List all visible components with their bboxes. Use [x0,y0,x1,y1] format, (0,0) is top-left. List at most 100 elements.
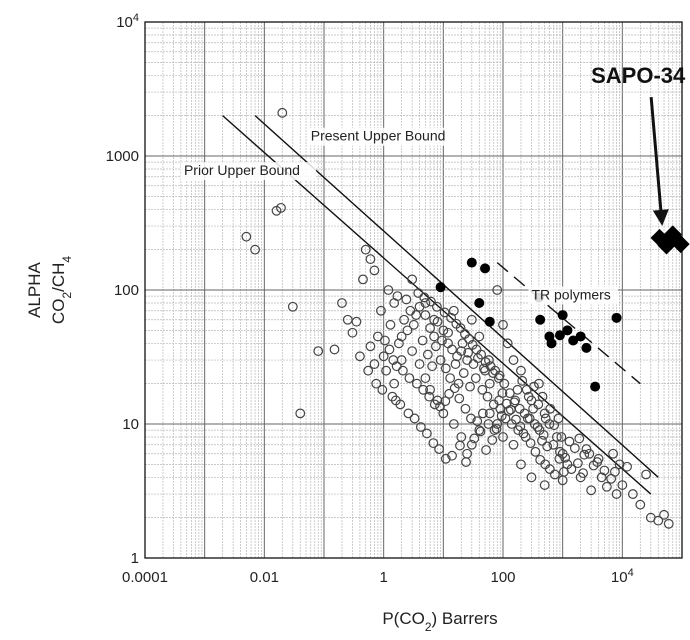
data-point [385,319,396,330]
data-point [474,297,485,308]
data-point [426,296,436,307]
data-point [425,384,435,395]
annotation-bg [307,127,459,146]
data-point [420,373,431,384]
data-point [641,469,651,480]
data-point [408,319,419,330]
data-point [468,359,479,369]
data-point [395,399,406,410]
data-point [418,384,429,395]
data-point [491,423,502,434]
data-point [659,509,669,520]
data-point [578,468,588,479]
data-point [429,399,440,410]
data-point [474,331,485,342]
data-point [450,359,461,369]
y-tick-label: 104 [116,12,139,31]
data-point [460,403,471,414]
data-point [369,359,380,369]
bound-line [496,262,641,385]
data-point [530,446,541,457]
data-point [477,384,488,395]
x-label-tail: ) Barrers [432,609,498,628]
x-tick-base: 10 [611,569,628,586]
data-point [555,446,565,457]
data-point [590,381,601,392]
data-point [564,436,575,447]
data-point [438,325,449,336]
x-label-main: P(CO [382,609,425,628]
x-tick-label: 0.0001 [122,569,168,586]
data-point [516,459,526,470]
data-point [463,347,473,358]
data-point [524,413,535,424]
data-point [363,365,374,376]
data-point [544,464,555,475]
data-point [388,355,399,365]
data-point [365,341,376,352]
data-point [505,404,516,415]
data-point [381,365,392,376]
data-point [461,457,471,467]
data-point [533,399,544,410]
y-tick-label: 100 [114,282,139,299]
bound-line [254,115,659,478]
data-point [431,301,442,312]
data-point [425,323,435,333]
data-point [452,351,462,362]
data-point [627,489,638,499]
data-point [415,422,426,432]
data-point [592,457,603,467]
data-point [443,327,453,338]
data-point [538,429,549,440]
data-point [440,453,451,464]
data-point [401,294,412,305]
data-point [447,344,457,355]
y-label-sub-4: 4 [60,256,74,263]
data-point [250,244,260,255]
data-point [516,365,526,376]
data-point [534,378,544,389]
y-label-ch: /CH [49,263,68,292]
data-point [560,452,571,463]
data-point [435,401,445,412]
data-point [611,489,622,499]
data-point [435,355,446,365]
data-point [414,359,425,369]
data-point [663,518,674,529]
data-point [465,381,475,392]
y-axis-label-line1: ALPHA [25,261,44,317]
data-point [622,461,632,472]
y-tick-base: 10 [116,14,133,31]
data-point [487,435,498,445]
data-point [277,107,288,118]
data-point [512,384,523,395]
annotation-label: Prior Upper Bound [184,162,300,178]
data-point [472,416,483,427]
data-point [411,378,422,389]
data-point [488,368,498,378]
data-point [424,391,435,402]
y-tick-label: 1 [131,550,139,567]
data-point [599,465,610,476]
data-point [503,406,514,416]
data-point [407,346,418,356]
x-tick-exp: 4 [628,567,634,579]
data-point [448,419,459,429]
data-point [428,438,439,449]
x-tick-label: 1 [379,569,387,586]
y-label-co: CO [49,299,68,325]
data-point [466,413,476,424]
data-point [474,425,485,436]
data-point [444,388,455,399]
y-label-sub-2: 2 [60,292,74,299]
data-point [492,285,503,295]
data-point [569,443,580,454]
data-point [537,391,548,402]
data-point [447,450,457,461]
data-point [448,305,459,316]
data-point [508,439,519,450]
data-point [377,384,388,395]
data-point [365,254,376,265]
data-point [515,421,526,432]
